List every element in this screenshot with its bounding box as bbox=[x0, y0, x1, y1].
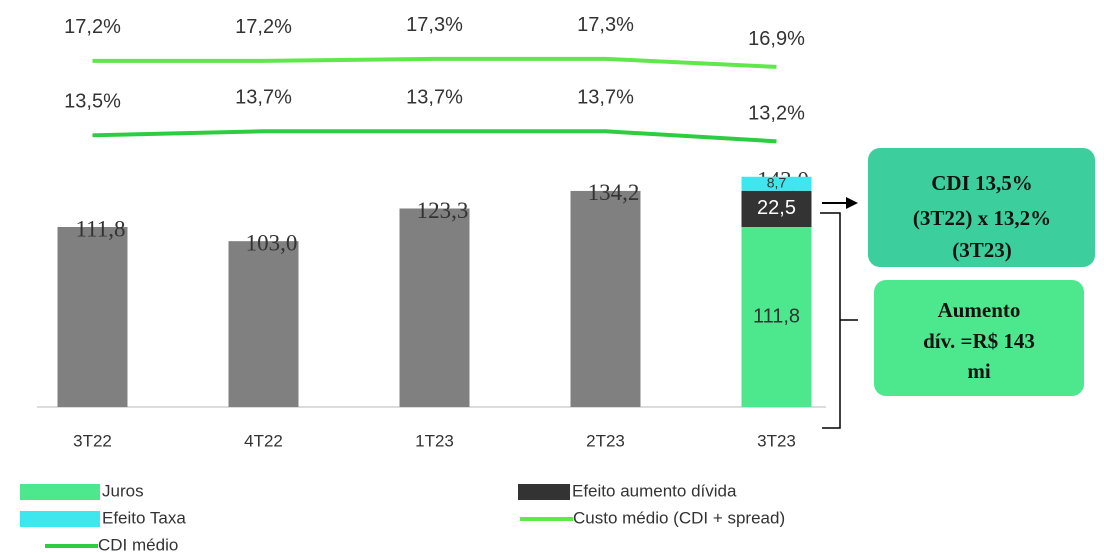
bar bbox=[741, 176, 812, 191]
annotation: CDI 13,5% bbox=[931, 171, 1033, 195]
legend-label: Efeito aumento dívida bbox=[572, 481, 737, 500]
legend-swatch bbox=[20, 511, 100, 527]
bar bbox=[570, 190, 641, 407]
x-tick-label: 3T22 bbox=[73, 431, 112, 450]
legend-swatch bbox=[20, 484, 100, 500]
annotation: (3T23) bbox=[952, 238, 1012, 262]
annotation: mi bbox=[967, 359, 990, 383]
data-label: 13,7% bbox=[235, 87, 292, 109]
arrow-head bbox=[846, 197, 858, 209]
bar bbox=[741, 227, 812, 407]
data-label: 123,3 bbox=[417, 198, 469, 223]
legend-swatch bbox=[518, 484, 570, 500]
callout-box bbox=[874, 280, 1084, 396]
bar bbox=[57, 227, 128, 407]
data-label: 13,7% bbox=[406, 87, 463, 109]
data-label: 103,0 bbox=[246, 230, 298, 255]
line bbox=[92, 129, 777, 144]
x-tick-label: 1T23 bbox=[415, 431, 454, 450]
x-tick-label: 3T23 bbox=[757, 431, 796, 450]
bar bbox=[228, 241, 299, 407]
bar bbox=[741, 190, 812, 228]
data-label: 17,2% bbox=[235, 16, 292, 38]
data-label: 111,8 bbox=[75, 216, 125, 241]
data-label: 17,3% bbox=[577, 14, 634, 36]
data-label: 13,7% bbox=[577, 87, 634, 109]
x-tick-label: 2T23 bbox=[586, 431, 625, 450]
data-label: 13,2% bbox=[748, 103, 805, 125]
annotation: dív. =R$ 143 bbox=[923, 329, 1035, 353]
data-label: 134,2 bbox=[588, 180, 640, 205]
callout-box bbox=[868, 148, 1095, 267]
legend-label: Juros bbox=[102, 481, 144, 500]
legend-label: Efeito Taxa bbox=[102, 508, 186, 527]
legend-label: Custo médio (CDI + spread) bbox=[573, 508, 785, 527]
data-label: 13,5% bbox=[64, 91, 121, 113]
data-label: 8,7 bbox=[767, 174, 787, 190]
bar bbox=[399, 208, 470, 407]
data-label: 17,3% bbox=[406, 14, 463, 36]
data-label: 111,8 bbox=[753, 305, 800, 327]
data-label: 16,9% bbox=[748, 28, 805, 50]
bracket bbox=[820, 212, 841, 429]
annotation: (3T22) x 13,2% bbox=[913, 206, 1051, 230]
annotation: Aumento bbox=[938, 298, 1021, 322]
legend-label: CDI médio bbox=[98, 535, 178, 553]
data-label: 22,5 bbox=[757, 197, 796, 219]
x-tick-label: 4T22 bbox=[244, 431, 283, 450]
line bbox=[92, 56, 777, 69]
data-label: 17,2% bbox=[64, 16, 121, 38]
